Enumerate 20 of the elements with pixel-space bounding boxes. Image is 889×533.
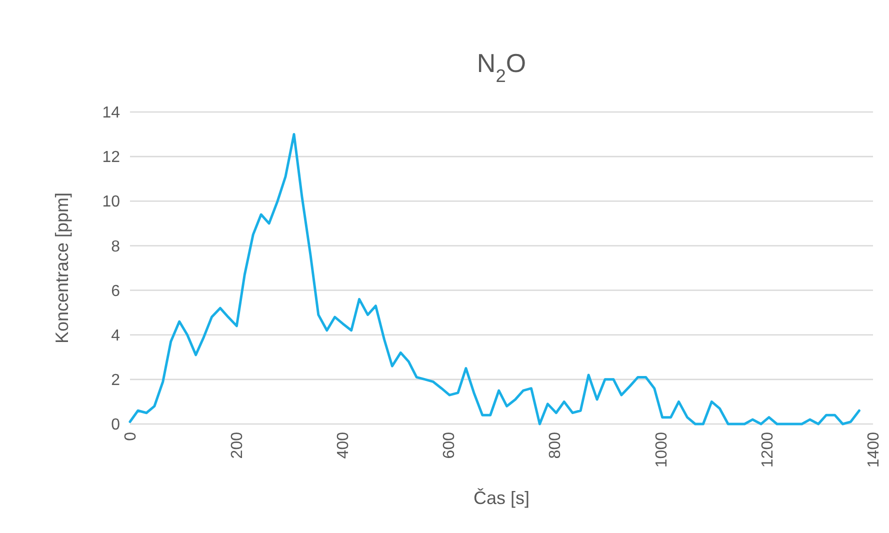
y-tick-label: 14 (102, 104, 120, 122)
y-tick-label: 10 (102, 194, 120, 211)
x-tick-label: 800 (547, 432, 564, 459)
y-axis-title: Koncentrace [ppm] (52, 192, 72, 344)
y-tick-label: 4 (111, 327, 120, 344)
y-tick-label: 0 (111, 416, 120, 434)
chart-title: N$_{2}$O (476, 48, 526, 86)
x-axis-title: Čas [s] (473, 488, 530, 508)
y-tick-label: 12 (102, 149, 120, 166)
y-tick-label: 8 (111, 238, 120, 256)
x-tick-label: 600 (441, 432, 458, 459)
x-tick-label: 400 (334, 432, 352, 459)
x-tick-label: 1000 (653, 432, 670, 468)
y-tick-label: 6 (111, 282, 120, 300)
x-tick-label: 1200 (759, 432, 776, 468)
x-tick-label: 200 (228, 432, 246, 459)
x-tick-label: 1400 (866, 432, 883, 468)
line-series (128, 133, 860, 426)
y-tick-label: 2 (111, 372, 120, 390)
x-tick-label: 0 (122, 432, 140, 441)
